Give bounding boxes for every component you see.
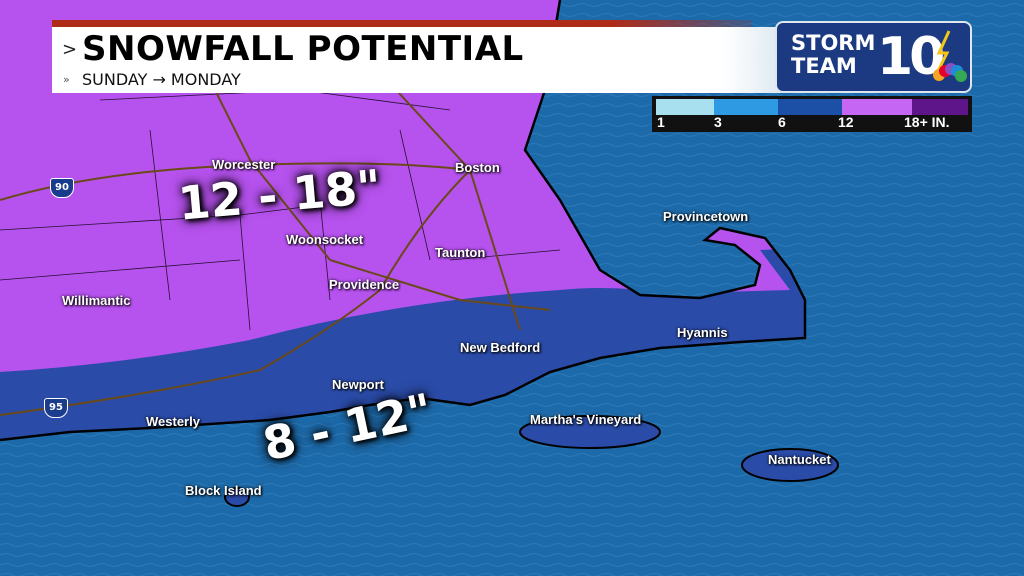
legend-swatch-3-6 — [714, 99, 778, 115]
city-label: Hyannis — [677, 325, 728, 340]
city-label: Westerly — [146, 414, 200, 429]
legend-label: 6 — [778, 114, 786, 130]
city-label: Boston — [455, 160, 500, 175]
snowfall-legend: 1 3 6 12 18+ IN. — [652, 96, 972, 132]
legend-label: 18+ IN. — [904, 114, 950, 130]
lightning-peacock-icon — [933, 30, 967, 82]
city-label: Providence — [329, 277, 400, 292]
city-label: Woonsocket — [286, 232, 364, 247]
city-label: Martha's Vineyard — [530, 412, 642, 427]
header-accent-bar — [52, 20, 752, 27]
coastline — [0, 0, 807, 442]
legend-label: 12 — [838, 114, 854, 130]
legend-label: 1 — [657, 114, 665, 130]
city-label: Nantucket — [768, 452, 831, 467]
header-panel: > SNOWFALL POTENTIAL » SUNDAY → MONDAY — [52, 27, 782, 93]
interstate-90-shield: 90 — [50, 178, 74, 198]
legend-swatch-6-12 — [778, 99, 842, 115]
marthas-vineyard-island — [519, 415, 661, 449]
city-label: Taunton — [435, 245, 486, 260]
chevron-right-icon: > — [62, 39, 78, 60]
double-chevron-icon: » — [63, 73, 70, 86]
nantucket-island — [741, 448, 839, 482]
legend-swatch-12-18 — [842, 99, 912, 115]
city-label: Provincetown — [663, 209, 749, 224]
storm-team-10-logo: STORM TEAM 10 — [775, 21, 972, 93]
page-subtitle: SUNDAY → MONDAY — [82, 70, 241, 89]
logo-text: TEAM — [791, 54, 857, 78]
city-label: Willimantic — [62, 293, 131, 308]
highway-label: 90 — [55, 182, 69, 193]
block-island — [224, 487, 250, 507]
city-label: Worcester — [212, 157, 276, 172]
highway-label: 95 — [49, 402, 63, 413]
city-label: Newport — [332, 377, 384, 392]
legend-label: 3 — [714, 114, 722, 130]
interstate-95-shield: 95 — [44, 398, 68, 418]
city-label: Block Island — [185, 483, 262, 498]
page-title: SNOWFALL POTENTIAL — [82, 29, 524, 69]
city-label: New Bedford — [460, 340, 541, 355]
logo-text: STORM — [791, 31, 876, 55]
legend-swatch-18-plus — [912, 99, 968, 115]
legend-swatch-1-3 — [656, 99, 714, 115]
